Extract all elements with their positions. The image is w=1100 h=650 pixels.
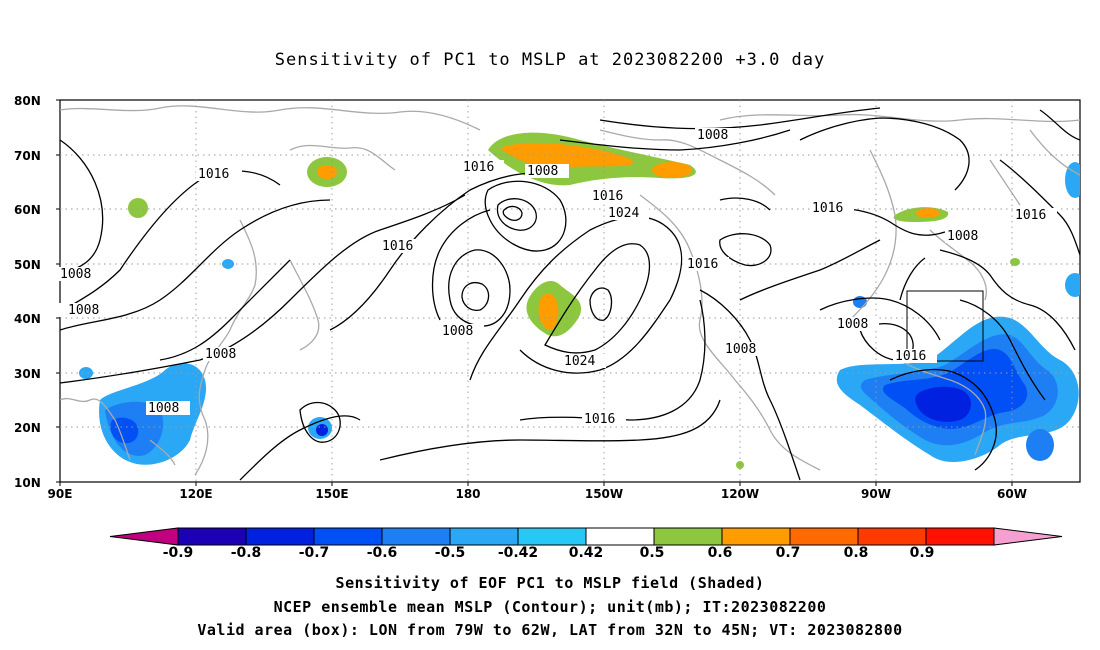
longitude-labels: 90E 120E 150E 180 150W 120W 90W 60W [48,487,1027,501]
contour-label: 1016 [198,167,229,182]
lat-label: 40N [14,312,41,326]
contour-label: 1008 [148,401,179,416]
contour-label: 1016 [895,349,926,364]
contour-label: 1016 [1015,208,1046,223]
contour-label: 1024 [608,206,639,221]
lon-label: 90W [861,487,891,501]
coastlines [60,105,1080,476]
lon-label: 180 [455,487,480,501]
colorbar-segment [381,527,451,546]
lon-label: 120E [179,487,212,501]
contour-label: 1016 [687,257,718,272]
colorbar-segment [857,527,927,546]
colorbar-segment [925,527,995,546]
colorbar-labels: -0.9 -0.8 -0.7 -0.6 -0.5 -0.42 0.42 0.5 … [163,545,935,561]
lat-label: 70N [14,149,41,163]
map-title: Sensitivity of PC1 to MSLP at 2023082200… [274,50,826,70]
lon-label: 90E [48,487,73,501]
colorbar-segment [993,527,1063,546]
mslp-contours [60,107,1080,481]
lat-label: 10N [14,476,41,490]
colorbar [109,527,1063,546]
contour-label: 1008 [947,229,978,244]
colorbar-label: -0.6 [367,545,398,561]
colorbar-segment [313,527,383,546]
colorbar-segment [585,527,655,546]
lat-label: 80N [14,94,41,108]
colorbar-label: 0.6 [708,545,733,561]
colorbar-segment [789,527,859,546]
lon-label: 150W [585,487,623,501]
colorbar-segment [109,527,179,546]
contour-label-group: 1016 1008 1008 1016 1016 1024 1016 1016 … [58,128,1057,427]
contour-label: 1016 [382,239,413,254]
lon-label: 150E [315,487,348,501]
valid-area-box [906,290,984,362]
caption-line-3: Valid area (box): LON from 79W to 62W, L… [197,621,903,639]
lat-label: 60N [14,203,41,217]
contour-label: 1008 [442,324,473,339]
contour-label: 1016 [463,160,494,175]
colorbar-label: -0.7 [299,545,330,561]
caption-line-1: Sensitivity of EOF PC1 to MSLP field (Sh… [335,574,765,592]
colorbar-label: -0.9 [163,545,194,561]
colorbar-segment [721,527,791,546]
lat-label: 20N [14,421,41,435]
contour-label: 1008 [837,317,868,332]
contour-label: 1008 [725,342,756,357]
contour-label: 1016 [584,412,615,427]
contour-label: 1016 [812,201,843,216]
contour-label: 1016 [592,189,623,204]
lon-label: 60W [997,487,1027,501]
colorbar-segment [245,527,315,546]
colorbar-label: -0.42 [498,545,538,561]
axis-ticks [56,99,1013,486]
colorbar-segment [177,527,247,546]
contour-label: 1008 [60,267,91,282]
colorbar-segment [653,527,723,546]
colorbar-label: 0.9 [910,545,935,561]
contour-label: 1008 [68,303,99,318]
colorbar-segment [449,527,519,546]
latitude-labels: 80N 70N 60N 50N 40N 30N 20N 10N [14,94,41,490]
contour-label: 1008 [205,347,236,362]
contour-label: 1024 [564,354,595,369]
lon-label: 120W [721,487,759,501]
colorbar-label: 0.8 [844,545,869,561]
colorbar-segment [517,527,587,546]
contour-label: 1008 [527,164,558,179]
colorbar-label: 0.7 [776,545,801,561]
lat-label: 50N [14,258,41,272]
colorbar-label: 0.5 [640,545,665,561]
colorbar-label: -0.8 [231,545,262,561]
contour-label: 1008 [697,128,728,143]
lat-label: 30N [14,367,41,381]
colorbar-label: -0.5 [435,545,466,561]
colorbar-label: 0.42 [569,545,604,561]
caption-line-2: NCEP ensemble mean MSLP (Contour); unit(… [273,598,827,616]
